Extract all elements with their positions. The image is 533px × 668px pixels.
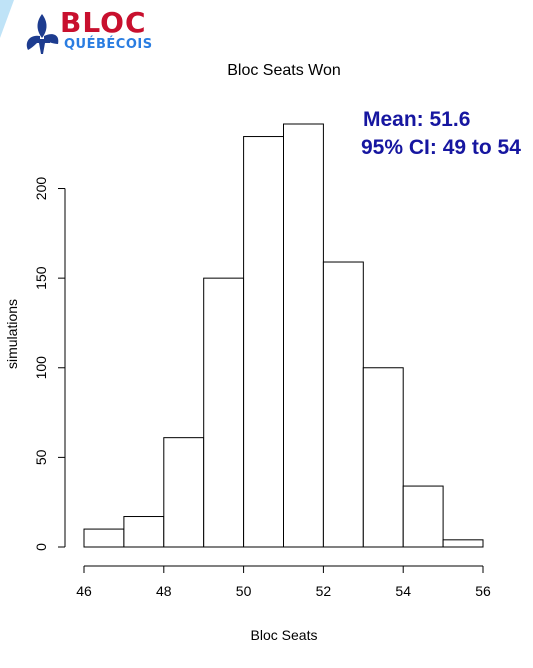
y-tick-label: 150 xyxy=(33,266,49,290)
y-axis-label: simulations xyxy=(4,299,20,369)
chart-title: Bloc Seats Won xyxy=(227,62,341,79)
histogram-bar-2 xyxy=(163,437,205,548)
x-tick-label: 56 xyxy=(475,583,491,599)
histogram-bar-9 xyxy=(442,539,484,548)
y-tick-label: 200 xyxy=(33,177,49,201)
x-tick-label: 54 xyxy=(395,583,411,599)
x-tick-label: 48 xyxy=(156,583,172,599)
logo-wordmark-bloc: BLOC xyxy=(60,6,147,39)
x-axis-label: Bloc Seats xyxy=(251,627,318,643)
logo-wordmark-quebecois: QUÉBÉCOIS xyxy=(64,37,153,52)
histogram-bar-3 xyxy=(203,277,245,548)
x-tick-label: 50 xyxy=(236,583,252,599)
histogram-bar-8 xyxy=(402,485,444,548)
histogram-bar-7 xyxy=(362,367,404,548)
histogram-bar-0 xyxy=(83,528,125,548)
histogram-bar-6 xyxy=(322,261,364,548)
y-tick-label: 0 xyxy=(33,543,49,551)
corner-accent xyxy=(0,0,14,38)
x-tick-label: 52 xyxy=(316,583,332,599)
fleur-de-lis-icon xyxy=(26,14,59,54)
histogram-bar-5 xyxy=(283,123,324,548)
ci-annotation: 95% CI: 49 to 54 xyxy=(361,136,521,159)
histogram-bar-4 xyxy=(243,136,285,548)
mean-annotation: Mean: 51.6 xyxy=(363,108,470,131)
y-tick-label: 100 xyxy=(33,356,49,380)
y-tick-label: 50 xyxy=(33,449,49,465)
histogram-bar-1 xyxy=(123,516,165,548)
x-tick-label: 46 xyxy=(76,583,92,599)
